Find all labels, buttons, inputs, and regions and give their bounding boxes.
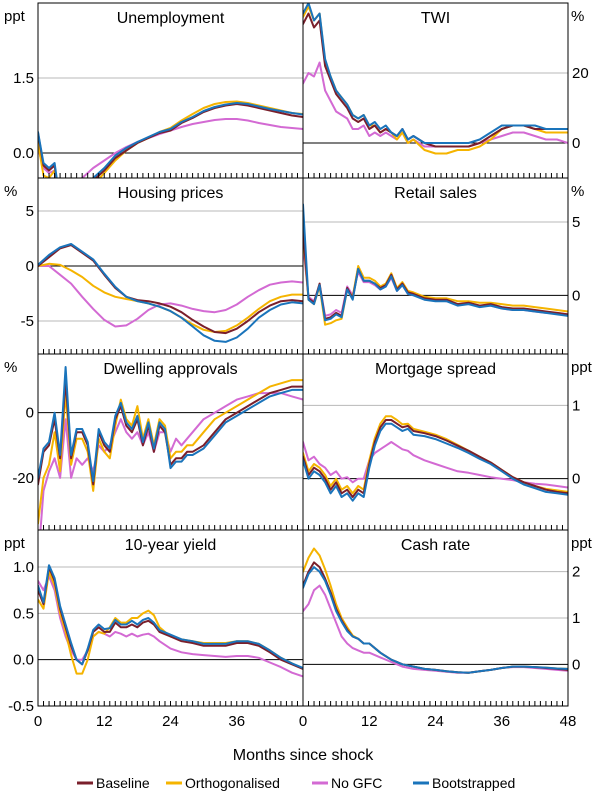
unit-label-mortgage-spread: ppt (571, 359, 593, 376)
panel-title-twi: TWI (421, 10, 450, 27)
panel-mortgage-spread: 1 0 ppt Mortgage spread (302, 359, 593, 530)
y-tick-label-housing-prices-0: 5 (26, 203, 34, 220)
panel-cash-rate: 2 1 0 ppt Cash rate (302, 535, 593, 706)
series-line-10-year-yield-baseline (38, 566, 303, 670)
panel-10-year-yield: 1.0 0.5 0.0 -0.5 ppt 10-year yield (4, 535, 304, 715)
y-tick-label-twi-0: 0 (572, 135, 580, 152)
panel-title-retail-sales: Retail sales (394, 185, 477, 202)
series-line-cash-rate-bootstrapped (303, 566, 568, 674)
y-tick-label-10-year-yield-0: 1.0 (13, 559, 34, 576)
panel-housing-prices: 5 0 -5% Housing prices (4, 183, 304, 354)
panel-title-10-year-yield: 10-year yield (125, 537, 217, 554)
series-line-housing-prices-bootstrapped (38, 243, 303, 343)
y-tick-label-retail-sales-0: 5 (572, 214, 580, 231)
legend-label-no-gfc: No GFC (331, 775, 382, 791)
x-tick-label-right-36: 36 (493, 713, 510, 730)
x-tick-label-right-24: 24 (427, 713, 444, 730)
legend-label-baseline: Baseline (96, 775, 150, 791)
series-line-mortgage-spread-baseline (303, 419, 568, 498)
panel-title-cash-rate: Cash rate (401, 537, 470, 554)
y-tick-label-dwelling-approvals-1: -20 (12, 470, 34, 487)
y-tick-label-10-year-yield-1: 0.5 (13, 605, 34, 622)
y-tick-label-housing-prices-2: -5 (21, 313, 34, 330)
series-line-twi-no-gfc (303, 61, 568, 148)
series-group-10-year-yield (38, 564, 303, 678)
series-line-dwelling-approvals-bootstrapped (38, 366, 303, 483)
series-line-retail-sales-bootstrapped (303, 203, 568, 322)
unit-label-unemployment: ppt (4, 8, 26, 25)
y-tick-label-dwelling-approvals-0: 0 (26, 405, 34, 422)
series-group-mortgage-spread (303, 415, 568, 502)
x-tick-label-right-12: 12 (361, 713, 378, 730)
panel-twi: 0 20% TWI (302, 3, 589, 178)
y-tick-label-10-year-yield-3: -0.5 (8, 698, 34, 715)
x-tick-label-left-24: 24 (162, 713, 179, 730)
series-group-housing-prices (38, 243, 303, 343)
series-line-unemployment-bootstrapped (38, 102, 303, 178)
y-tick-label-twi-1: 20 (572, 65, 589, 82)
unit-label-cash-rate: ppt (571, 535, 593, 552)
legend-label-orthogonalised: Orthogonalised (185, 775, 280, 791)
y-tick-label-mortgage-spread-1: 0 (572, 471, 580, 488)
x-tick-label-right-0: 0 (299, 713, 307, 730)
unit-label-10-year-yield: ppt (4, 535, 26, 552)
series-group-unemployment (38, 100, 303, 178)
series-line-mortgage-spread-bootstrapped (303, 422, 568, 502)
legend-label-bootstrapped: Bootstrapped (432, 775, 515, 791)
x-tick-label-right-48: 48 (560, 713, 577, 730)
panel-title-mortgage-spread: Mortgage spread (375, 361, 496, 378)
panel-unemployment: 0.0 1.5 ppt Unemployment (4, 8, 304, 178)
x-axis: 0 0 12 12 24 24 36 36 48 (34, 713, 577, 730)
y-tick-label-cash-rate-2: 0 (572, 656, 580, 673)
y-tick-label-cash-rate-1: 1 (572, 610, 580, 627)
unit-label-retail-sales: % (571, 183, 584, 200)
y-tick-label-cash-rate-0: 2 (572, 564, 580, 581)
series-line-10-year-yield-orthogonalised (38, 570, 303, 675)
series-group-dwelling-approvals (38, 366, 303, 530)
panel-title-unemployment: Unemployment (117, 10, 225, 27)
series-line-mortgage-spread-no-gfc (303, 441, 568, 489)
y-tick-label-housing-prices-1: 0 (26, 258, 34, 275)
x-tick-label-left-36: 36 (228, 713, 245, 730)
series-line-cash-rate-orthogonalised (303, 547, 568, 674)
x-tick-label-left-12: 12 (96, 713, 113, 730)
series-group-twi (303, 3, 568, 155)
series-line-twi-baseline (303, 12, 568, 148)
series-line-twi-orthogonalised (303, 5, 568, 155)
series-group-cash-rate (303, 547, 568, 674)
y-tick-label-retail-sales-1: 0 (572, 287, 580, 304)
series-line-housing-prices-no-gfc (38, 265, 303, 328)
y-tick-label-mortgage-spread-0: 1 (572, 397, 580, 414)
series-group-retail-sales (303, 203, 568, 326)
x-axis-label: Months since shock (233, 747, 375, 764)
series-line-twi-bootstrapped (303, 3, 568, 144)
series-line-mortgage-spread-orthogonalised (303, 415, 568, 495)
panel-title-housing-prices: Housing prices (118, 185, 224, 202)
unit-label-dwelling-approvals: % (4, 359, 17, 376)
panel-title-dwelling-approvals: Dwelling approvals (103, 361, 237, 378)
panel-frames (37, 2, 569, 707)
series-line-housing-prices-orthogonalised (38, 262, 303, 333)
legend: Baseline Orthogonalised No GFC Bootstrapped (77, 775, 515, 791)
y-tick-label-10-year-yield-2: 0.0 (13, 652, 34, 669)
x-tick-label-left-0: 0 (34, 713, 42, 730)
unit-label-twi: % (571, 8, 584, 25)
unit-label-housing-prices: % (4, 183, 17, 200)
panel-dwelling-approvals: 0 -20% Dwelling approvals (4, 359, 304, 530)
y-tick-label-unemployment-1: 1.5 (13, 70, 34, 87)
panel-retail-sales: 5 0% Retail sales (302, 183, 584, 354)
series-line-cash-rate-no-gfc (303, 584, 568, 674)
series-line-10-year-yield-bootstrapped (38, 564, 303, 669)
y-tick-label-unemployment-0: 0.0 (13, 145, 34, 162)
